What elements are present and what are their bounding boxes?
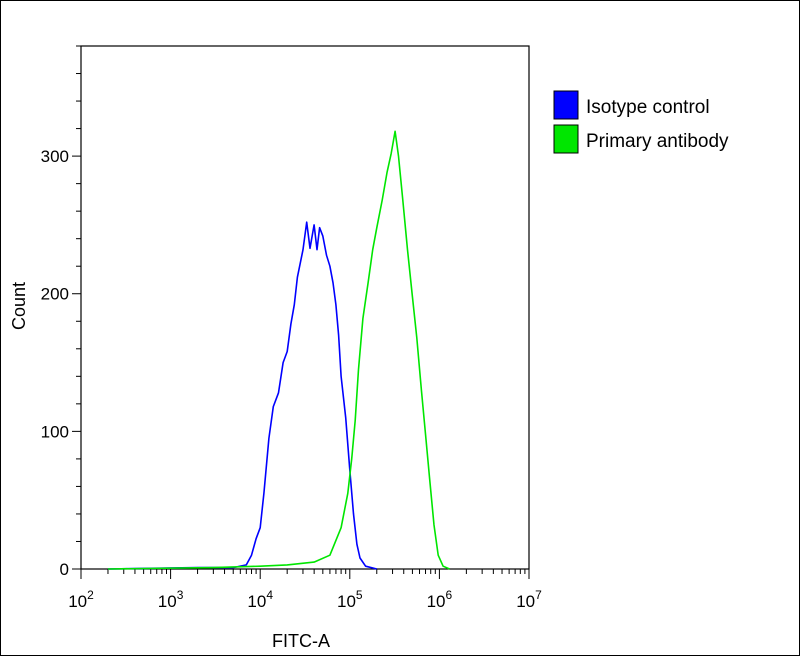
y-axis-label: Count bbox=[9, 282, 29, 330]
x-tick-label: 104 bbox=[247, 588, 273, 611]
axes bbox=[80, 45, 530, 570]
x-tick-label: 106 bbox=[427, 588, 453, 611]
series-line-isotype-control bbox=[107, 221, 377, 570]
y-tick-label: 0 bbox=[60, 560, 69, 579]
legend-swatch bbox=[553, 124, 579, 154]
legend-label: Primary antibody bbox=[586, 131, 729, 152]
legend-swatch bbox=[553, 90, 579, 120]
legend: Isotype control Primary antibody bbox=[553, 90, 729, 154]
x-tick-label: 103 bbox=[158, 588, 184, 611]
y-tick-label: 300 bbox=[41, 147, 69, 166]
x-axis-label: FITC-A bbox=[272, 631, 330, 651]
x-tick-label: 107 bbox=[516, 588, 542, 611]
series-lines bbox=[107, 130, 450, 570]
legend-label: Isotype control bbox=[586, 97, 710, 118]
y-tick-label: 100 bbox=[41, 422, 69, 441]
x-tick-label: 105 bbox=[337, 588, 363, 611]
series-line-primary-antibody bbox=[107, 130, 450, 570]
plot-area-border bbox=[80, 45, 530, 570]
x-tick-label: 102 bbox=[68, 588, 94, 611]
ticks: 0 100 200 300 102 103 104 105 106 107 bbox=[41, 45, 542, 611]
y-tick-label: 200 bbox=[41, 285, 69, 304]
